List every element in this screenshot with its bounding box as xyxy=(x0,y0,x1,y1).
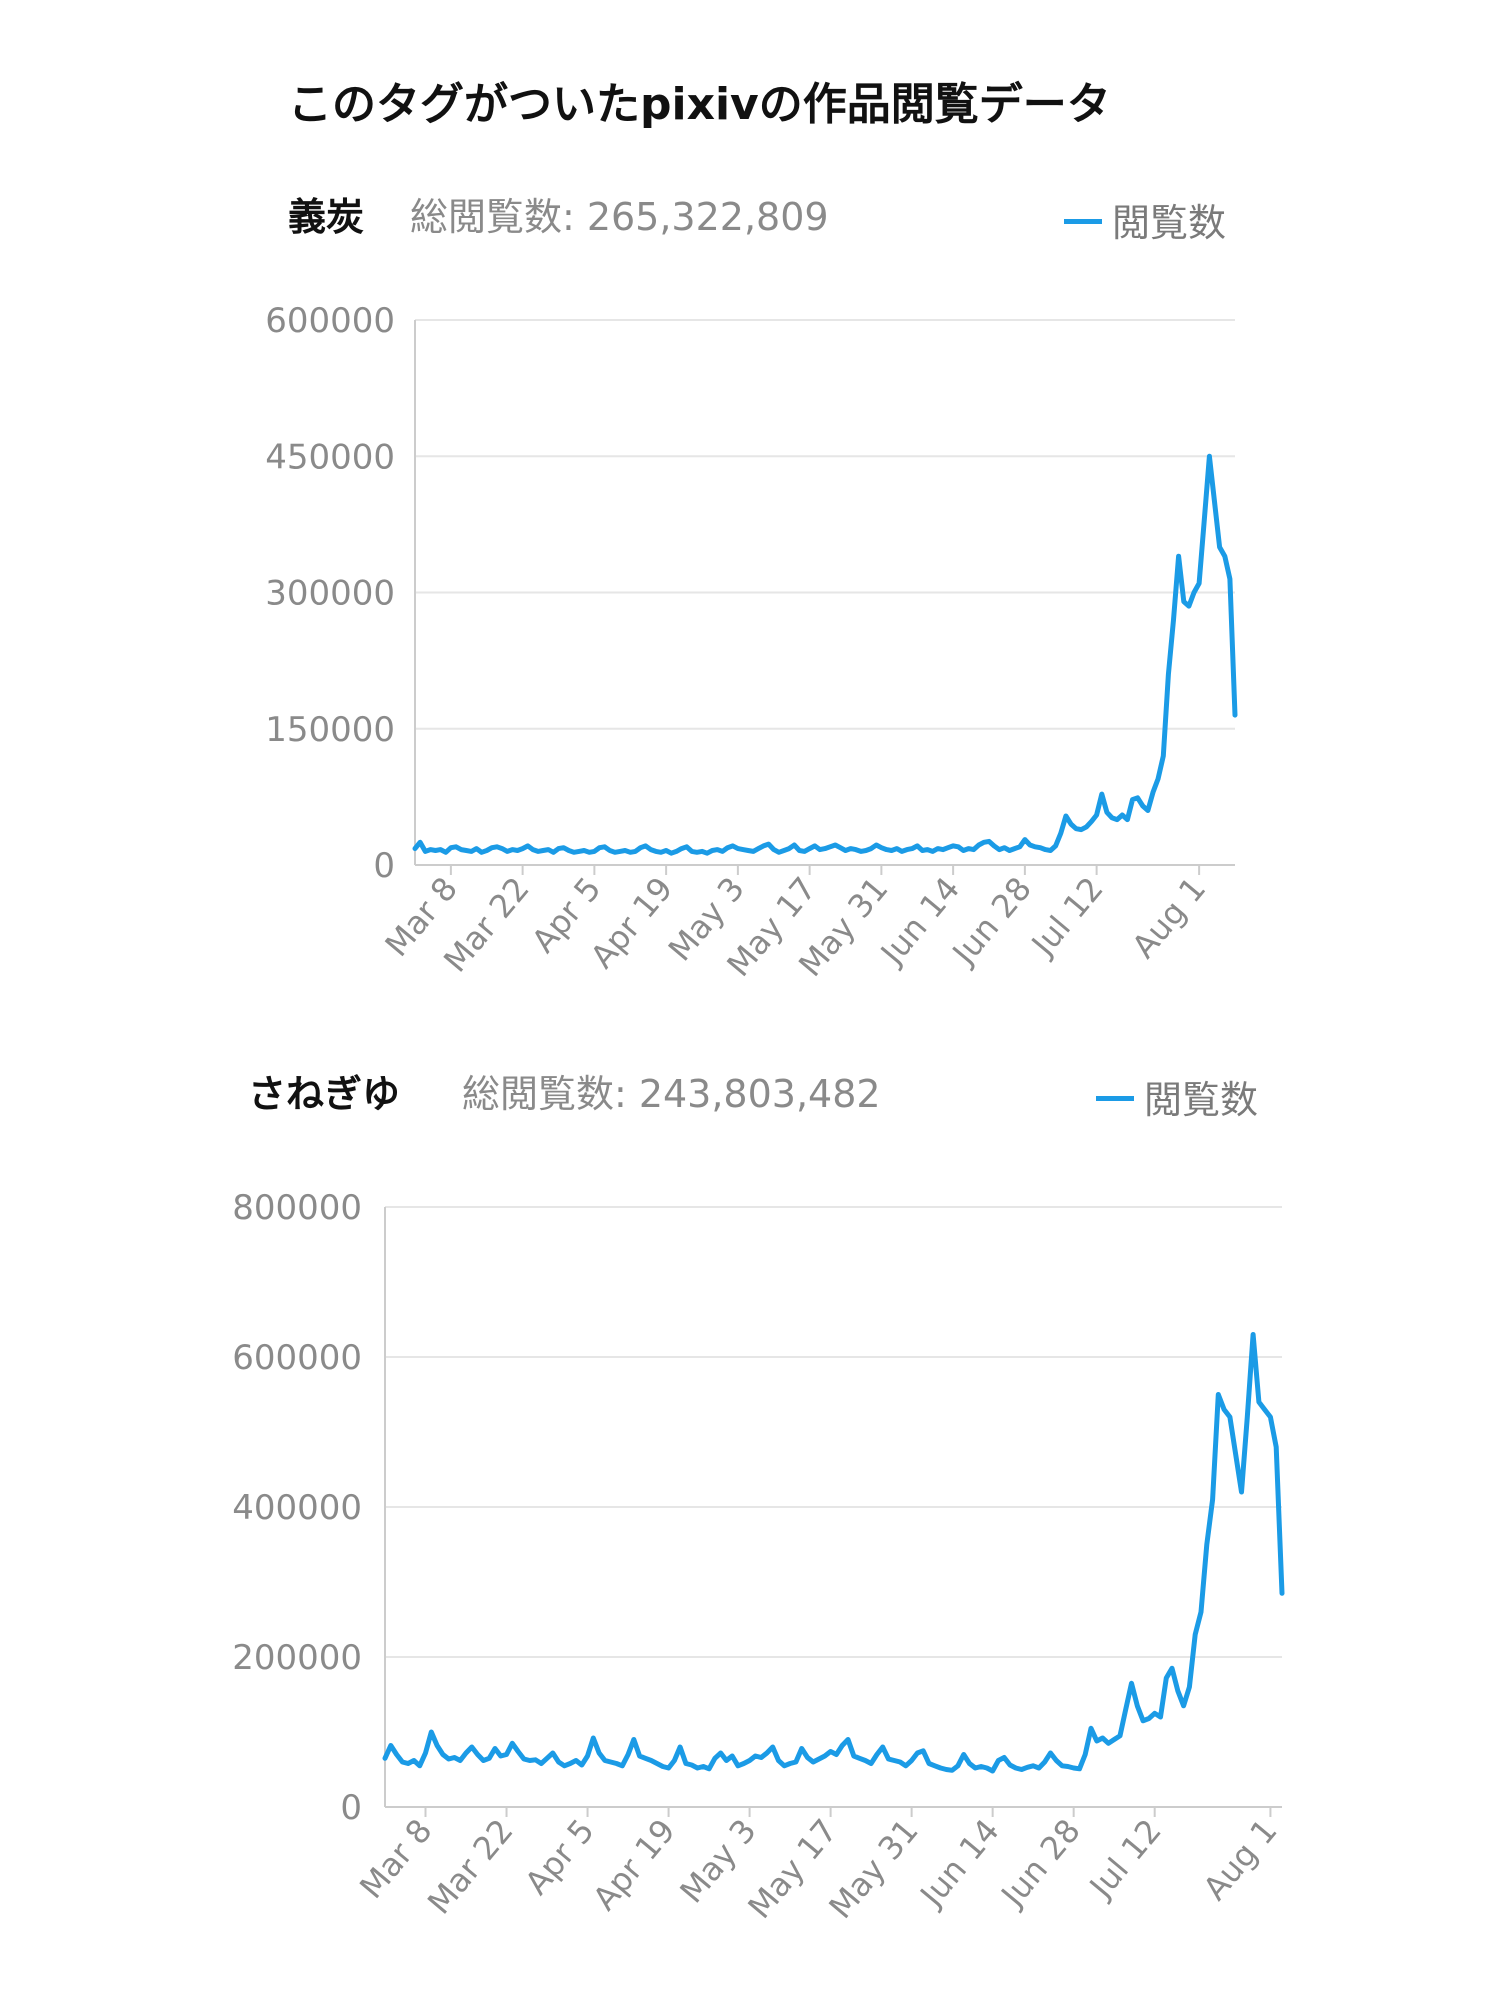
x-tick-label: Jun 14 xyxy=(872,870,967,973)
total-views-value: 243,803,482 xyxy=(638,1072,881,1116)
y-tick-label: 200000 xyxy=(232,1638,362,1678)
y-tick-label: 600000 xyxy=(232,1338,362,1378)
legend-swatch xyxy=(1064,219,1102,224)
chart-panel: さねぎゆ 総閲覧数: 243,803,482 閲覧数 800000 600000 40… xyxy=(0,1045,1500,2000)
y-tick-label: 450000 xyxy=(265,437,395,477)
chart-legend[interactable]: 閲覧数 xyxy=(1064,192,1226,247)
y-tick-label: 0 xyxy=(340,1788,362,1828)
chart-tag-name: 義炭 xyxy=(288,195,365,239)
x-tick-label: May 31 xyxy=(821,1812,925,1926)
legend-label: 閲覧数 xyxy=(1144,1078,1259,1122)
total-views-value: 265,322,809 xyxy=(586,195,829,239)
total-views: 総閲覧数: 265,322,809 xyxy=(410,186,829,241)
chart-panel: 義炭 総閲覧数: 265,322,809 閲覧数 600000 450000 3000… xyxy=(0,170,1500,1020)
x-tick-label: Mar 22 xyxy=(420,1812,521,1922)
y-tick-label: 150000 xyxy=(265,710,395,750)
x-tick-label: Apr 19 xyxy=(585,1812,682,1918)
x-tick-label: Jun 28 xyxy=(944,870,1039,973)
y-tick-label: 800000 xyxy=(232,1188,362,1228)
x-tick-label: Jul 12 xyxy=(1081,1812,1169,1907)
chart-tag-name: さねぎゆ xyxy=(248,1072,401,1116)
x-tick-label: Jun 28 xyxy=(993,1812,1088,1915)
total-views-label: 総閲覧数: xyxy=(410,195,575,239)
y-tick-label: 300000 xyxy=(265,574,395,614)
total-views: 総閲覧数: 243,803,482 xyxy=(462,1063,881,1118)
x-tick-label: Aug 1 xyxy=(1196,1812,1285,1908)
x-tick-label: Aug 1 xyxy=(1124,870,1213,966)
y-tick-label: 400000 xyxy=(232,1488,362,1528)
chart-legend[interactable]: 閲覧数 xyxy=(1096,1069,1258,1124)
page-title: このタグがついたpixivの作品閲覧データ xyxy=(288,79,1111,130)
series-line-views xyxy=(382,1332,1285,1774)
legend-label: 閲覧数 xyxy=(1112,201,1227,245)
y-tick-label: 600000 xyxy=(265,301,395,341)
x-tick-label: Jul 12 xyxy=(1023,870,1111,965)
series-line-views xyxy=(412,453,1238,856)
x-tick-label: Jun 14 xyxy=(912,1812,1007,1915)
total-views-label: 総閲覧数: xyxy=(462,1072,627,1116)
legend-swatch xyxy=(1096,1096,1134,1101)
y-tick-label: 0 xyxy=(373,846,395,886)
